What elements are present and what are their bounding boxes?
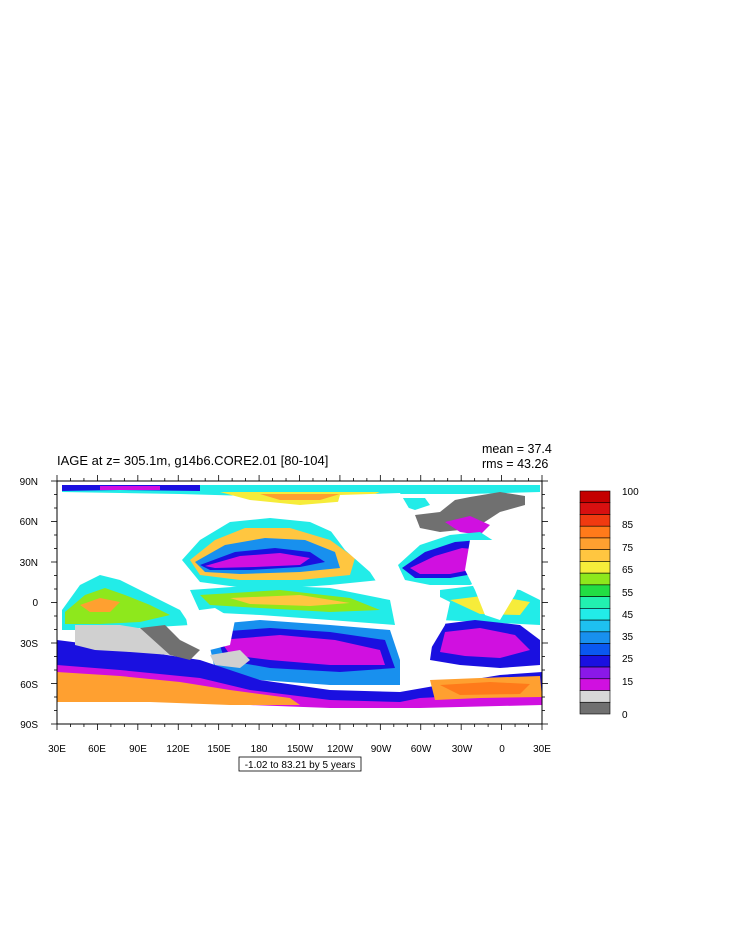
lon-label: 60W — [411, 744, 432, 755]
colorbar-swatch — [579, 666, 611, 680]
range-label-box — [238, 756, 362, 772]
colorbar-label: 65 — [622, 565, 634, 576]
lat-label: 30N — [20, 558, 38, 569]
lat-label: 60N — [20, 517, 38, 528]
lon-label: 30E — [48, 744, 66, 755]
colorbar-swatch — [579, 514, 611, 527]
lon-label: 30W — [452, 744, 473, 755]
lat-label: 0 — [32, 598, 38, 609]
lon-label: 150E — [207, 744, 231, 755]
range-label: -1.02 to 83.21 by 5 years — [245, 760, 356, 771]
colorbar-swatch — [579, 631, 611, 644]
lat-labels: 90N 60N 30N 0 30S 60S 90S — [20, 477, 39, 731]
colorbar-label: 100 — [622, 487, 639, 498]
colorbar-label: 25 — [622, 654, 634, 665]
mean-label: mean = 37.4 — [482, 442, 552, 456]
colorbar-swatch — [579, 525, 611, 539]
colorbar-swatch — [579, 490, 611, 504]
colorbar-swatch — [579, 701, 611, 715]
rms-label: rms = 43.26 — [482, 457, 548, 471]
colorbar-swatch — [579, 619, 611, 633]
colorbar-swatch — [579, 561, 611, 574]
colorbar-label: 0 — [622, 710, 628, 721]
colorbar-swatch — [579, 690, 611, 703]
colorbar-swatch — [579, 643, 611, 656]
lat-label: 90N — [20, 477, 38, 488]
axis-ticks — [51, 475, 548, 730]
colorbar-label: 55 — [622, 588, 634, 599]
colorbar-label: 35 — [622, 632, 634, 643]
colorbar-swatch — [579, 608, 611, 621]
colorbar-swatch — [579, 584, 611, 597]
colorbar-labels: 100 85 75 65 55 45 35 25 15 0 — [622, 487, 639, 721]
lon-label: 30E — [533, 744, 551, 755]
colorbar-label: 75 — [622, 543, 634, 554]
colorbar-label: 85 — [622, 520, 634, 531]
ocean-age-field — [57, 481, 542, 724]
lon-label: 90E — [129, 744, 147, 755]
lon-label: 90W — [371, 744, 392, 755]
colorbar-swatch — [579, 596, 611, 609]
lon-label: 150W — [287, 744, 314, 755]
lon-label: 60E — [88, 744, 106, 755]
lat-label: 60S — [20, 680, 38, 691]
colorbar-swatch — [579, 537, 611, 550]
lon-label: 120E — [166, 744, 190, 755]
colorbar-label: 15 — [622, 677, 634, 688]
colorbar-label: 45 — [622, 610, 634, 621]
lon-label: 120W — [327, 744, 354, 755]
colorbar-swatch — [579, 678, 611, 691]
lon-label: 0 — [499, 744, 505, 755]
colorbar-swatch — [579, 549, 611, 562]
colorbar-swatch — [579, 655, 611, 668]
lon-labels: 30E 60E 90E 120E 150E 180 150W 120W 90W … — [48, 744, 551, 755]
lat-label: 90S — [20, 720, 38, 731]
lat-label: 30S — [20, 639, 38, 650]
lon-label: 180 — [251, 744, 268, 755]
colorbar-swatch — [579, 502, 611, 515]
plot-title: IAGE at z= 305.1m, g14b6.CORE2.01 [80-10… — [57, 453, 328, 468]
colorbar — [579, 490, 611, 715]
colorbar-swatch — [579, 572, 611, 586]
